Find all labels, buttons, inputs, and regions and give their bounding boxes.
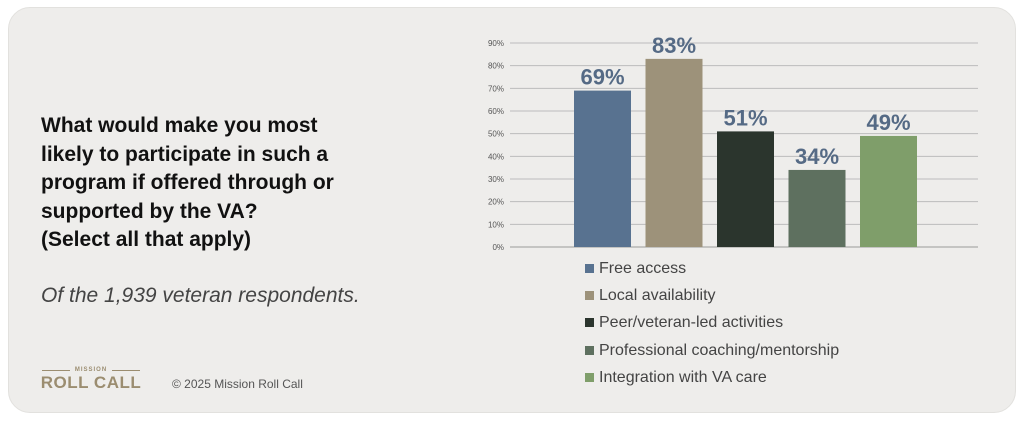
respondents-note: Of the 1,939 veteran respondents. (41, 284, 360, 307)
y-tick-label: 30% (488, 175, 504, 184)
data-label: 34% (795, 144, 839, 169)
bar (574, 90, 631, 247)
legend-item: Local availability (585, 285, 839, 312)
bar (645, 58, 703, 247)
y-tick-label: 20% (488, 198, 504, 207)
question-line: supported by the VA? (41, 199, 258, 223)
mission-roll-call-logo: MISSION ROLL CALL (40, 366, 142, 392)
legend-item: Peer/veteran-led activities (585, 312, 839, 339)
data-label: 83% (652, 33, 696, 58)
logo-top-text: MISSION (40, 366, 142, 374)
legend-swatch (585, 372, 594, 382)
y-tick-label: 90% (488, 39, 504, 48)
legend-swatch (585, 264, 594, 273)
question-line: likely to participate in such a (41, 142, 329, 166)
question-line: What would make you most (41, 114, 318, 137)
copyright-text: © 2025 Mission Roll Call (172, 377, 303, 391)
card (8, 7, 1016, 413)
legend-label: Local availability (599, 287, 716, 305)
legend-label: Professional coaching/mentorship (599, 341, 840, 359)
legend-item: Free access (585, 258, 839, 285)
chart-legend: Free access Local availability Peer/vetera… (585, 258, 839, 394)
y-tick-label: 80% (488, 62, 504, 71)
legend-item: Professional coaching/mentorship (585, 340, 839, 367)
legend-swatch (585, 318, 594, 328)
legend-label: Integration with VA care (599, 368, 767, 386)
data-label: 49% (866, 110, 910, 135)
legend-label: Peer/veteran-led activities (599, 314, 784, 332)
legend-label: Free access (599, 260, 687, 277)
y-tick-label: 40% (488, 152, 504, 161)
y-tick-label: 70% (488, 84, 504, 93)
y-tick-label: 0% (492, 243, 504, 252)
data-label: 69% (580, 65, 624, 90)
y-tick-label: 60% (488, 107, 504, 116)
bar (788, 169, 846, 247)
y-tick-label: 10% (488, 220, 504, 229)
question-line: program if offered through or (41, 171, 334, 194)
legend-swatch (585, 345, 594, 355)
question-line: (Select all that apply) (41, 228, 252, 251)
question-heading: What would make you most likely to parti… (41, 112, 441, 255)
legend-item: Integration with VA care (585, 367, 839, 394)
legend-swatch (585, 291, 594, 301)
logo-main-text: ROLL CALL (40, 373, 142, 392)
data-label: 51% (723, 105, 767, 130)
y-tick-label: 50% (488, 130, 504, 139)
bar (860, 135, 917, 247)
bar (717, 131, 774, 247)
bar-chart: 0% 10% 20% 30% 40% 50% 60% 70% 80% 90% 69% 83% 51% 34… (488, 33, 978, 252)
